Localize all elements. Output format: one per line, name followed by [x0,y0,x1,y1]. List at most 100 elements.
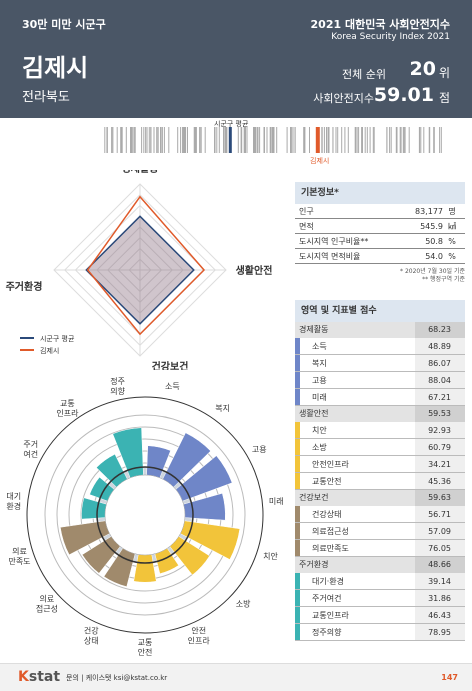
rose-label-line: 치안 [263,551,278,561]
rose-label: 치안 [263,551,278,561]
rose-label-line: 의료 [12,546,27,556]
indicator-color-bar [295,439,300,455]
barcode-bar [390,127,392,153]
barcode-bar [286,127,288,153]
indicator-color-bar [295,540,300,556]
indicator-score: 86.07 [415,355,465,371]
indicator-score: 48.89 [415,338,465,354]
rose-label-line: 정주 [110,376,125,386]
barcode-bar [199,127,201,153]
indicator-name: 대기·환경 [312,577,344,586]
category-row: 주거환경 48.66 [295,557,465,573]
category-name: 생활안전 [299,409,329,418]
barcode-bar [131,127,133,153]
barcode-bar [112,127,114,153]
barcode-bar [347,127,349,153]
basic-info-row: 도시지역 면적비율 54.0% [295,249,465,264]
header: 30만 미만 시군구 김제시 전라북도 2021 대한민국 사회안전지수 Kor… [0,0,472,118]
barcode-avg-label: 시군구 평균 [214,120,249,128]
barcode-bar [309,127,310,153]
indicator-row: 건강상태 56.71 [295,506,465,523]
rose-label: 주거 여건 [23,440,38,459]
barcode-bar [218,127,220,153]
barcode-bar [362,127,363,153]
barcode-bar [433,127,435,153]
indicator-color-bar [295,523,300,539]
basic-info-label: 도시지역 면적비율 [299,252,361,261]
barcode-bar [153,127,155,153]
rose-label-line: 상태 [84,636,99,646]
rose-label-line: 교통 [138,638,153,647]
barcode-bar [399,127,401,153]
barcode-bar [246,127,248,153]
radar-axis-label: 주거환경 [6,280,43,293]
barcode-bar [226,127,228,153]
basic-info-value: 54.0 [425,252,443,261]
rose-label-line: 안전 [191,626,206,636]
page-number: 147 [441,673,458,682]
indicator-score: 76.05 [415,540,465,556]
indicator-score: 31.86 [415,590,465,606]
indicator-score: 46.43 [415,607,465,623]
barcode-bar [433,127,435,153]
rose-label-line: 소방 [236,598,251,608]
radar-axis-label: 건강보건 [152,360,189,370]
barcode-bar [163,127,165,153]
basic-info-title: 기본정보* [295,182,465,204]
category-row: 경제활동 68.23 [295,322,465,338]
indicator-row: 대기·환경 39.14 [295,573,465,590]
barcode-bar [327,127,329,153]
indicator-color-bar [295,422,300,438]
barcode-bar [150,127,152,153]
barcode-bar [304,127,306,153]
barcode-bar [272,127,274,153]
indicator-row: 교통안전 45.36 [295,473,465,490]
barcode-bar [326,127,327,153]
barcode-bar [272,127,273,153]
barcode-bar [130,127,132,153]
barcode-bar [270,127,272,153]
rose-grid-ring [44,414,246,616]
indicator-row: 소득 48.89 [295,338,465,355]
barcode-bar [143,127,145,153]
score-label: 사회안전지수 [313,92,374,105]
barcode-bar [177,127,179,153]
basic-info-panel: 기본정보* 인구 83,177 명 면적 545.9 ㎢ 도시지역 인구비율** 50.8% 도… [295,182,465,284]
rose-label-line: 접근성 [36,603,58,613]
indicator-name: 정주의향 [312,628,342,637]
indicator-color-bar [295,573,300,589]
basic-info-label: 면적 [299,222,314,231]
barcode-bar [341,127,343,153]
rank-value: 20 [409,58,436,80]
basic-info-label: 도시지역 인구비율** [299,237,369,246]
indicator-color-bar [295,389,300,405]
barcode-bar [255,127,257,153]
barcode-bar [156,127,158,153]
barcode-bar [400,127,402,153]
category-score: 48.66 [415,557,465,573]
barcode-bar [419,127,421,153]
barcode-bar [111,127,113,153]
barcode-bar [257,127,259,153]
indicator-name: 안전인프라 [312,460,349,469]
barcode-bar [237,127,239,153]
barcode-bar [294,127,296,153]
indicator-row: 치안 92.93 [295,422,465,439]
indicator-score: 57.09 [415,523,465,539]
indicator-row: 주거여건 31.86 [295,590,465,607]
barcode-bar [355,127,357,153]
barcode-bar [157,127,159,153]
barcode-bar [292,127,294,153]
barcode-bar [259,127,261,153]
index-title-en: Korea Security Index 2021 [331,32,450,42]
category-name: 경제활동 [299,325,329,334]
radar-city-series [86,195,206,336]
barcode-bar [344,127,346,153]
barcode-bar [335,127,337,153]
barcode-bar [404,127,406,153]
basic-info-unit: ㎢ [448,222,456,231]
indicator-color-bar [295,590,300,606]
barcode-bar [244,127,246,153]
barcode-avg-marker [228,127,232,153]
